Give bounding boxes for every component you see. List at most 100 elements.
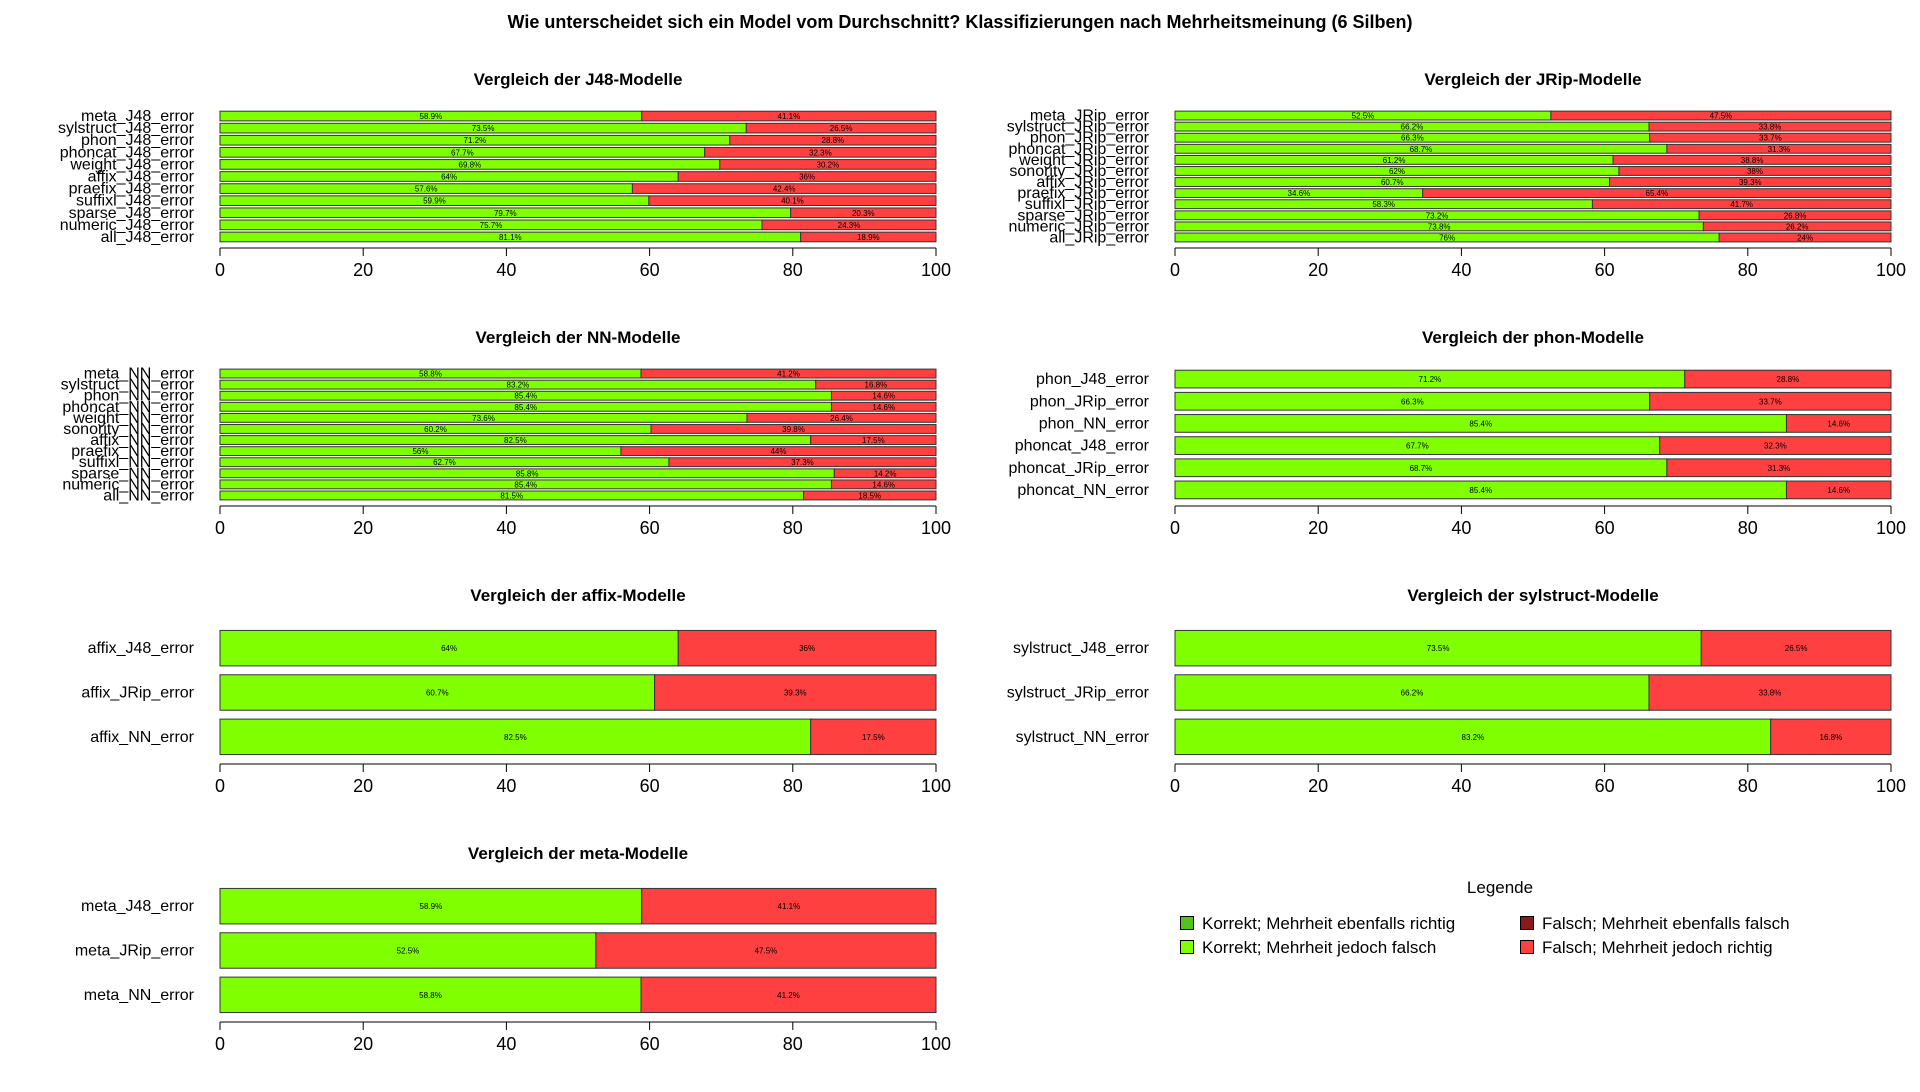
bar-segment xyxy=(641,110,937,122)
category-label: suffixl_NN_error xyxy=(79,454,195,471)
data-label: 32.3% xyxy=(809,148,832,157)
data-label: 37.3% xyxy=(791,458,814,467)
category-label: all_JRip_error xyxy=(1049,229,1149,246)
legend-swatch xyxy=(1180,940,1194,954)
category-label: sylstruct_NN_error xyxy=(61,377,195,394)
data-label: 73.2% xyxy=(1426,211,1449,220)
data-label: 73.5% xyxy=(472,124,495,133)
data-label: 47.5% xyxy=(755,947,778,956)
category-label: sylstruct_JRip_error xyxy=(1007,119,1150,136)
bar-segment xyxy=(677,171,937,182)
category-label: numeric_JRip_error xyxy=(1009,218,1150,235)
data-label: 71.2% xyxy=(464,136,487,145)
data-label: 39.3% xyxy=(1739,178,1762,187)
bar-segment xyxy=(1698,210,1892,221)
category-label: sonority_JRip_error xyxy=(1009,163,1149,180)
x-tick-label: 80 xyxy=(783,776,803,796)
data-label: 31.3% xyxy=(1768,464,1791,473)
data-label: 73.8% xyxy=(1428,222,1451,231)
data-label: 17.5% xyxy=(862,733,885,742)
bar-segment xyxy=(719,159,937,170)
bar-segment xyxy=(1550,110,1892,121)
data-label: 28.8% xyxy=(1777,375,1800,384)
category-label: phoncat_J48_error xyxy=(1015,438,1150,455)
legend-label: Falsch; Mehrheit ebenfalls falsch xyxy=(1542,914,1790,933)
chart-title: Vergleich der JRip-Modelle xyxy=(1424,70,1641,89)
data-label: 83.2% xyxy=(507,381,530,390)
data-label: 18.9% xyxy=(857,233,880,242)
bar-segment xyxy=(1648,121,1892,132)
data-label: 58.3% xyxy=(1372,200,1395,209)
category-label: weight_JRip_error xyxy=(1018,152,1150,169)
x-tick-label: 0 xyxy=(215,260,225,280)
category-label: phon_JRip_error xyxy=(1030,393,1150,410)
category-label: sylstruct_J48_error xyxy=(58,120,195,137)
data-label: 16.8% xyxy=(865,381,888,390)
bar-segment xyxy=(1422,188,1892,199)
bar-segment xyxy=(1666,458,1892,478)
bar-segment xyxy=(810,435,937,445)
x-tick-label: 20 xyxy=(353,518,373,538)
category-label: phon_J48_error xyxy=(1036,371,1150,388)
bar-segment xyxy=(1659,436,1892,455)
bar-segment xyxy=(1648,674,1892,711)
bar-segment xyxy=(640,368,937,379)
chart-svg: Vergleich der NN-Modelle 58.8% 41.2% meta_N… xyxy=(61,328,951,538)
bar-segment xyxy=(815,379,937,390)
bar-segment xyxy=(830,401,937,412)
data-label: 66.2% xyxy=(1401,123,1424,132)
bar-segment xyxy=(219,887,643,925)
data-label: 36% xyxy=(799,644,815,653)
category-label: phoncat_JRip_error xyxy=(1008,460,1149,477)
bar-segment xyxy=(800,231,937,243)
legend-swatch xyxy=(1520,916,1534,930)
data-label: 66.3% xyxy=(1401,397,1424,406)
bar-segment xyxy=(1649,132,1892,143)
data-label: 66.2% xyxy=(1401,689,1424,698)
x-tick-label: 60 xyxy=(640,776,660,796)
data-label: 64% xyxy=(441,644,457,653)
data-label: 14.6% xyxy=(1827,419,1850,428)
bar-segment xyxy=(1609,177,1892,187)
data-label: 82.5% xyxy=(504,436,527,445)
data-label: 61.2% xyxy=(1383,156,1406,165)
chart-title: Vergleich der sylstruct-Modelle xyxy=(1407,586,1658,605)
x-tick-label: 0 xyxy=(215,776,225,796)
legend-item: Falsch; Mehrheit ebenfalls falsch xyxy=(1520,914,1790,934)
main-title: Wie unterscheidet sich ein Model vom Dur… xyxy=(507,12,1413,32)
bar-segment xyxy=(648,195,937,207)
bar-segment xyxy=(650,424,937,434)
data-label: 24% xyxy=(1797,233,1813,242)
chart-svg: Vergleich der J48-Modelle 58.9% 41.1% meta_… xyxy=(58,70,951,280)
data-label: 66.3% xyxy=(1401,134,1424,143)
data-label: 60.7% xyxy=(426,689,449,698)
bar-segment xyxy=(1174,629,1702,667)
legend-swatch xyxy=(1520,940,1534,954)
chart-sylstruct-models: Vergleich der sylstruct-Modelle 73.5% 26.5… xyxy=(955,576,1910,834)
category-label: suffixl_JRip_error xyxy=(1025,196,1150,213)
data-label: 33.8% xyxy=(1759,689,1782,698)
chart-svg: Vergleich der affix-Modelle 64% 36% affix_J… xyxy=(81,586,951,796)
category-label: weight_J48_error xyxy=(69,156,194,173)
bar-segment xyxy=(746,412,937,423)
data-label: 47.5% xyxy=(1710,112,1733,121)
data-label: 17.5% xyxy=(862,436,885,445)
data-label: 33.7% xyxy=(1759,397,1782,406)
legend-title: Legende xyxy=(1466,878,1534,897)
data-label: 58.9% xyxy=(420,902,443,911)
data-label: 40.1% xyxy=(781,197,804,206)
category-label: affix_NN_error xyxy=(90,432,194,449)
legend-item: Falsch; Mehrheit jedoch richtig xyxy=(1520,938,1773,958)
data-label: 60.2% xyxy=(424,425,447,434)
x-tick-label: 20 xyxy=(353,776,373,796)
data-label: 31.3% xyxy=(1768,145,1791,154)
chart-title: Vergleich der phon-Modelle xyxy=(1422,328,1644,347)
data-label: 30.2% xyxy=(817,160,840,169)
bar-segment xyxy=(595,932,937,969)
x-tick-label: 100 xyxy=(921,518,951,538)
chart-title: Vergleich der J48-Modelle xyxy=(474,70,683,89)
bar-segment xyxy=(1174,718,1772,756)
category-label: phoncat_NN_error xyxy=(62,399,194,416)
x-tick-label: 20 xyxy=(1308,260,1328,280)
category-label: suffixl_J48_error xyxy=(76,193,195,210)
